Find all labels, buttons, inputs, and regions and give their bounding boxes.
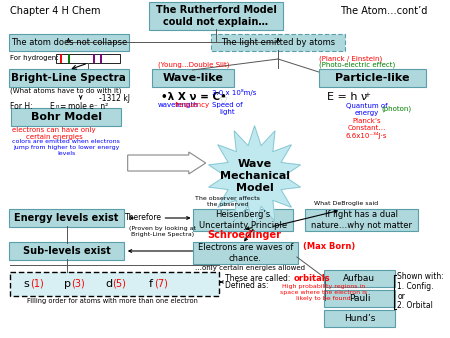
Text: +: + (364, 92, 370, 98)
Text: Particle-like: Particle-like (335, 73, 410, 83)
Text: d: d (105, 279, 112, 289)
FancyBboxPatch shape (324, 270, 395, 287)
Text: Filling order for atoms with more than one electron: Filling order for atoms with more than o… (27, 298, 198, 304)
Text: Electrons are waves of
chance.: Electrons are waves of chance. (198, 243, 293, 263)
FancyBboxPatch shape (212, 34, 345, 51)
Text: Sub-levels exist: Sub-levels exist (22, 246, 110, 256)
Text: Chapter 4 H Chem: Chapter 4 H Chem (10, 6, 101, 16)
Text: mole e⁻ n²: mole e⁻ n² (68, 102, 109, 111)
Text: Energy levels exist: Energy levels exist (14, 213, 119, 223)
Text: Schroedinger: Schroedinger (207, 230, 281, 240)
Text: (What atoms have to do with it): (What atoms have to do with it) (10, 88, 122, 95)
Text: n: n (55, 104, 59, 109)
FancyBboxPatch shape (9, 242, 124, 260)
Text: The light emitted by atoms: The light emitted by atoms (221, 38, 335, 47)
Text: For hydrogen:: For hydrogen: (10, 55, 59, 61)
FancyBboxPatch shape (9, 209, 124, 227)
Text: Bohr Model: Bohr Model (31, 112, 102, 122)
Text: s: s (23, 279, 29, 289)
FancyBboxPatch shape (319, 69, 426, 87)
Text: Quantum of
energy: Quantum of energy (346, 103, 387, 116)
Text: -1312 kJ: -1312 kJ (99, 94, 130, 103)
Text: p: p (64, 279, 71, 289)
Text: The atom does not collapse: The atom does not collapse (11, 38, 127, 47)
Text: ▽: ▽ (220, 96, 227, 106)
Text: Planck’s
Constant…
6.6x10⁻³⁴J·s: Planck’s Constant… 6.6x10⁻³⁴J·s (346, 118, 387, 139)
Text: Speed of
light: Speed of light (212, 102, 243, 115)
Text: E = h ν: E = h ν (327, 92, 367, 102)
Text: If light has a dual
nature…why not matter: If light has a dual nature…why not matte… (311, 210, 412, 230)
Text: Wave-like: Wave-like (162, 73, 224, 83)
FancyBboxPatch shape (193, 209, 293, 231)
Text: Wave
Mechanical
Model: Wave Mechanical Model (220, 160, 290, 193)
Text: (Max Born): (Max Born) (303, 242, 356, 251)
Text: (Photo-electric effect): (Photo-electric effect) (320, 62, 396, 69)
FancyBboxPatch shape (56, 54, 120, 63)
Text: Pauli: Pauli (349, 294, 370, 303)
Text: 2. Orbital: 2. Orbital (397, 301, 433, 310)
Text: These are called:: These are called: (225, 274, 291, 283)
Text: E: E (50, 102, 54, 111)
FancyBboxPatch shape (149, 2, 283, 30)
Text: Defined as:: Defined as: (225, 281, 269, 290)
Text: Therefore: Therefore (125, 214, 162, 222)
FancyBboxPatch shape (9, 34, 129, 51)
FancyArrow shape (128, 152, 206, 174)
Text: Heisenberg’s
Uncertainty Principle: Heisenberg’s Uncertainty Principle (199, 210, 287, 230)
Text: (Planck / Einstein): (Planck / Einstein) (320, 55, 382, 62)
Text: Bright-Line Spectra: Bright-Line Spectra (12, 73, 126, 83)
Text: colors are emitted when electrons
jump from higher to lower energy
levels: colors are emitted when electrons jump f… (12, 139, 120, 155)
Text: 1. Config.: 1. Config. (397, 282, 434, 291)
Text: The observer affects
the observed: The observer affects the observed (195, 196, 260, 207)
Text: =: = (59, 102, 65, 111)
FancyBboxPatch shape (152, 69, 234, 87)
Text: frequency: frequency (175, 102, 210, 108)
FancyBboxPatch shape (9, 69, 129, 87)
Text: f: f (148, 279, 152, 289)
FancyBboxPatch shape (10, 272, 219, 296)
Text: What DeBroglie said: What DeBroglie said (314, 201, 378, 206)
Text: The Atom…cont’d: The Atom…cont’d (340, 6, 428, 16)
FancyBboxPatch shape (306, 209, 418, 231)
Polygon shape (209, 126, 301, 226)
Text: For H:: For H: (10, 102, 33, 111)
Text: …only certain energies allowed: …only certain energies allowed (195, 265, 305, 271)
Text: The Rutherford Model
could not explain…: The Rutherford Model could not explain… (156, 5, 276, 27)
Text: Aufbau: Aufbau (343, 274, 375, 283)
Text: 3.0 x 10⁸m/s: 3.0 x 10⁸m/s (212, 89, 256, 96)
Text: (photon): (photon) (382, 106, 412, 113)
Text: or: or (397, 292, 405, 301)
FancyBboxPatch shape (324, 310, 395, 327)
Text: (Young…Double Slit): (Young…Double Slit) (158, 62, 229, 69)
Text: wavelength: wavelength (158, 102, 198, 108)
Text: orbitals: orbitals (294, 274, 331, 283)
FancyBboxPatch shape (324, 290, 395, 307)
Text: (5): (5) (112, 279, 126, 289)
Text: Shown with:: Shown with: (397, 272, 444, 281)
Text: High probability regions in
space where the electron is
likely to be found: High probability regions in space where … (280, 284, 367, 300)
Text: electrons can have only
certain energies: electrons can have only certain energies (12, 127, 96, 140)
Text: (Proven by looking at
Bright-Line Spectra): (Proven by looking at Bright-Line Spectr… (129, 226, 196, 237)
Text: (1): (1) (30, 279, 43, 289)
Text: (3): (3) (71, 279, 85, 289)
FancyBboxPatch shape (193, 242, 298, 264)
Text: Hund’s: Hund’s (344, 314, 375, 323)
FancyBboxPatch shape (11, 108, 121, 126)
Text: (7): (7) (153, 279, 167, 289)
Text: •λ X ν = C•: •λ X ν = C• (161, 92, 226, 102)
